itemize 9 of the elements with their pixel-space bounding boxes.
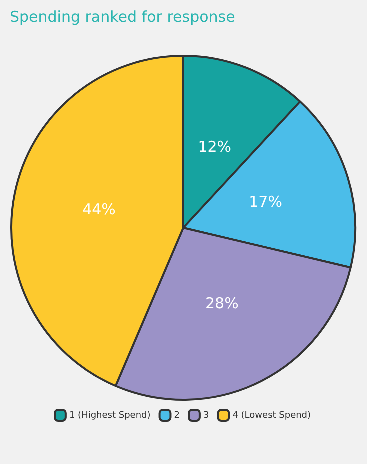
chart-title: Spending ranked for response: [10, 8, 236, 26]
data-label: 17%: [249, 192, 282, 211]
legend-label: 2: [174, 410, 180, 421]
data-label: 44%: [82, 200, 116, 219]
data-label: 28%: [206, 294, 239, 313]
legend-label: 1 (Highest Spend): [69, 410, 151, 421]
legend-label: 4 (Lowest Spend): [232, 410, 312, 421]
legend-label: 3: [203, 410, 210, 421]
data-label: 12%: [198, 138, 232, 156]
